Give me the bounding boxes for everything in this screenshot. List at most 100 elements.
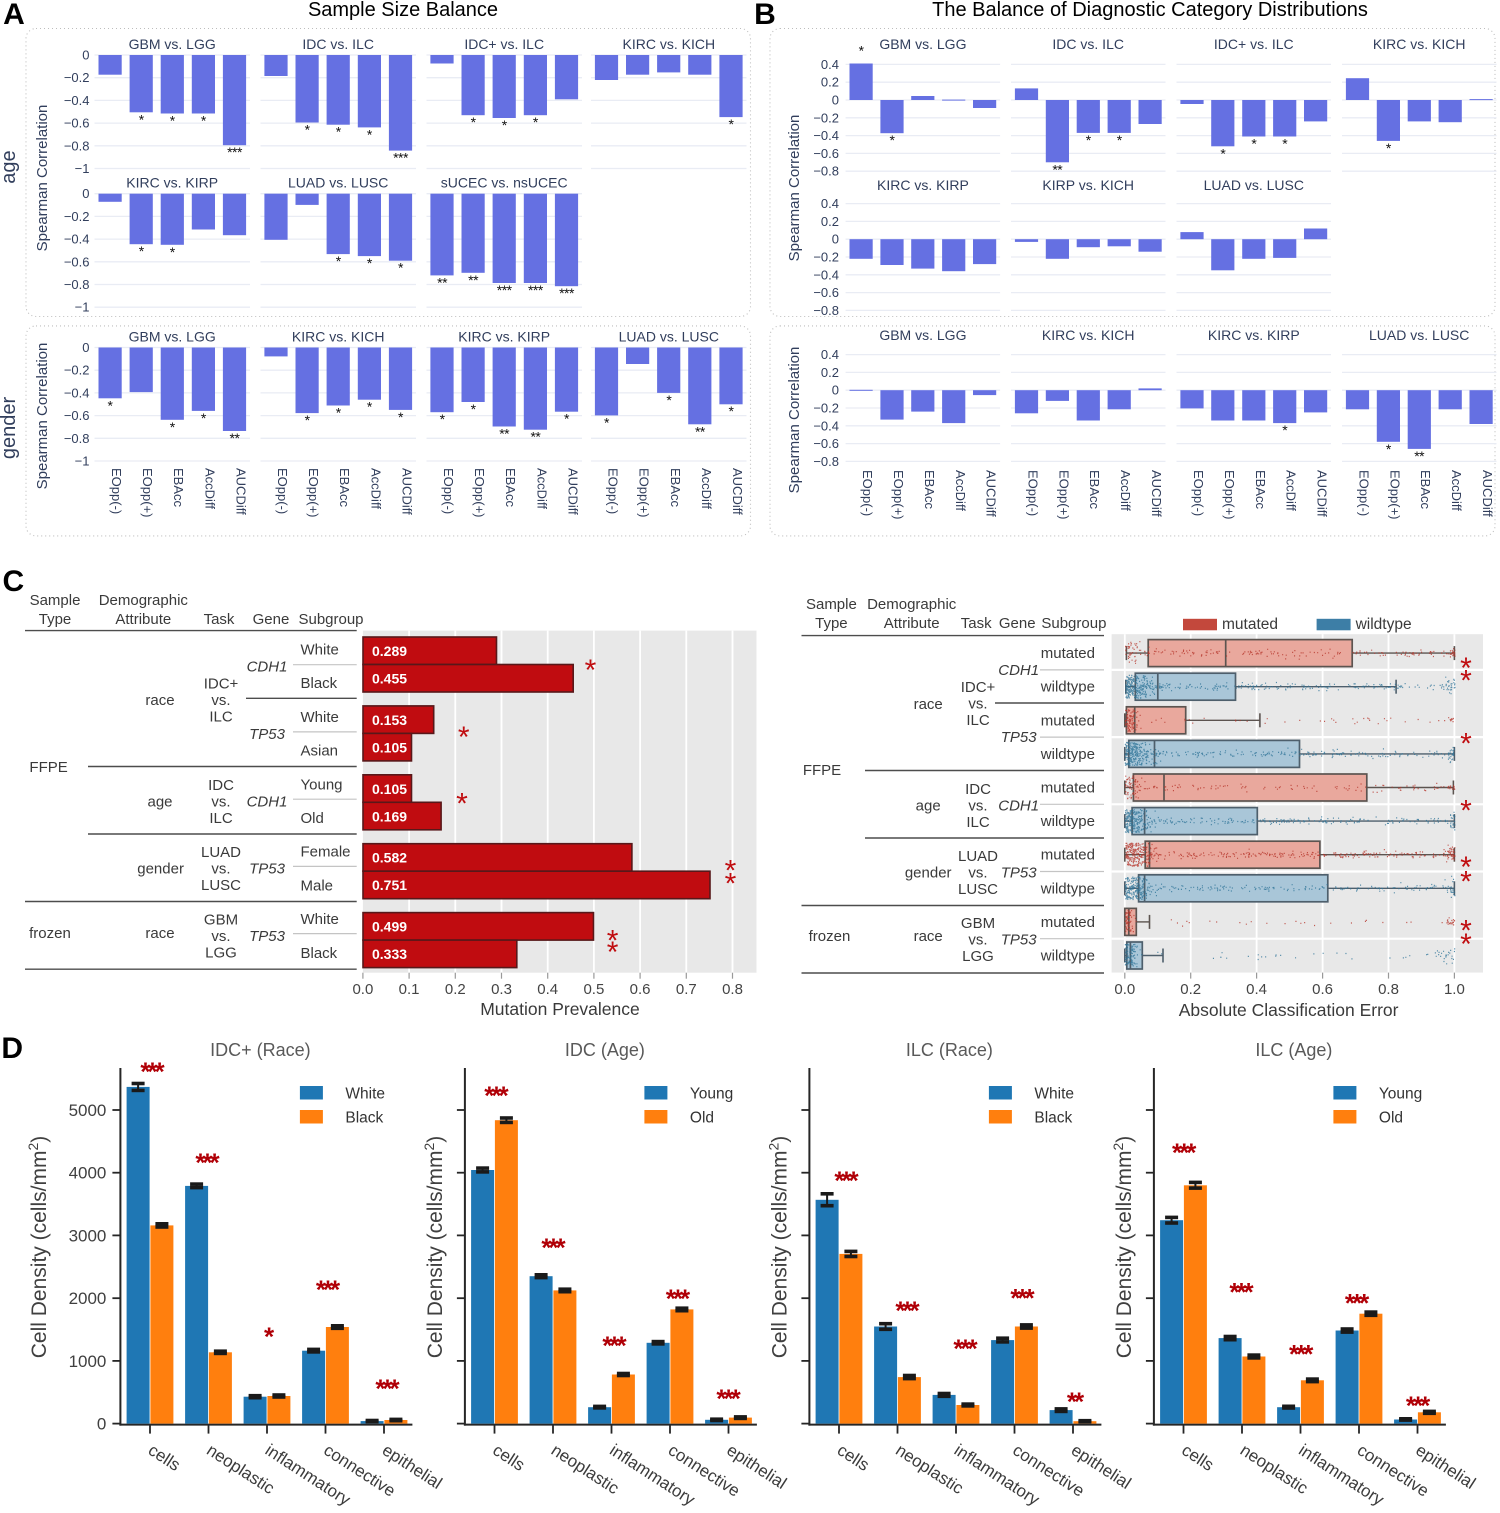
svg-text:vs.: vs. (968, 932, 987, 949)
svg-text:wildtype: wildtype (1040, 813, 1095, 830)
svg-text:KIRC vs. KIRP: KIRC vs. KIRP (126, 175, 218, 191)
svg-text:0.8: 0.8 (1378, 981, 1399, 998)
svg-text:EOpp(+): EOpp(+) (637, 468, 652, 518)
svg-text:The Balance of Diagnostic Cate: The Balance of Diagnostic Category Distr… (932, 0, 1368, 21)
svg-text:AUCDiff: AUCDiff (730, 468, 745, 515)
svg-text:−0.2: −0.2 (64, 70, 90, 85)
svg-text:Old: Old (301, 810, 324, 827)
svg-text:AccDiff: AccDiff (202, 468, 217, 509)
svg-text:AUCDiff: AUCDiff (1315, 470, 1330, 517)
svg-text:EOpp(+): EOpp(+) (1387, 470, 1402, 520)
svg-text:vs.: vs. (211, 928, 230, 945)
svg-text:−0.2: −0.2 (64, 209, 90, 224)
svg-text:*: * (1460, 851, 1472, 884)
svg-text:CDH1: CDH1 (998, 662, 1039, 679)
svg-text:*: * (458, 721, 470, 754)
svg-text:Spearman Correlation: Spearman Correlation (786, 115, 803, 262)
svg-text:EBAcc: EBAcc (337, 468, 352, 508)
svg-text:vs.: vs. (211, 692, 230, 709)
svg-text:−0.8: −0.8 (813, 454, 839, 469)
svg-text:*: * (471, 114, 477, 130)
svg-text:White: White (345, 1086, 385, 1103)
svg-text:EOpp(+): EOpp(+) (140, 468, 155, 518)
svg-text:LGG: LGG (205, 945, 237, 962)
svg-text:gender: gender (137, 861, 184, 878)
svg-text:Task: Task (961, 615, 992, 632)
svg-text:AUCDiff: AUCDiff (234, 468, 249, 515)
svg-text:GBM vs. LGG: GBM vs. LGG (879, 36, 966, 52)
svg-text:0.8: 0.8 (722, 981, 743, 998)
svg-text:mutated: mutated (1041, 847, 1095, 864)
svg-text:wildtype: wildtype (1040, 746, 1095, 763)
svg-text:−1: −1 (75, 300, 90, 315)
svg-text:*: * (859, 43, 865, 59)
svg-text:*: * (604, 414, 610, 430)
svg-text:5000: 5000 (69, 1101, 107, 1120)
svg-text:*: * (1251, 136, 1257, 152)
svg-text:gender: gender (905, 865, 952, 882)
svg-text:IDC+: IDC+ (204, 676, 239, 693)
svg-text:Young: Young (1379, 1086, 1422, 1103)
svg-text:GBM: GBM (204, 912, 238, 929)
svg-text:Old: Old (1379, 1110, 1403, 1127)
svg-text:White: White (301, 642, 339, 659)
svg-text:CDH1: CDH1 (998, 797, 1039, 814)
svg-text:wildtype: wildtype (1040, 880, 1095, 897)
svg-text:ILC: ILC (966, 814, 990, 831)
svg-text:Sample Size Balance: Sample Size Balance (308, 0, 498, 21)
svg-text:AccDiff: AccDiff (1284, 470, 1299, 511)
svg-text:**: ** (1414, 448, 1425, 464)
svg-text:LUSC: LUSC (958, 881, 998, 898)
svg-text:0.7: 0.7 (676, 981, 697, 998)
svg-text:0: 0 (832, 383, 839, 398)
svg-text:0: 0 (82, 340, 89, 355)
svg-text:EOpp(-): EOpp(-) (109, 468, 124, 514)
svg-text:FFPE: FFPE (803, 762, 841, 779)
svg-text:LGG: LGG (962, 948, 994, 965)
svg-text:*: * (139, 243, 145, 259)
svg-text:*: * (456, 788, 468, 821)
svg-text:*: * (367, 255, 373, 271)
svg-text:Gene: Gene (253, 611, 290, 628)
svg-text:**: ** (530, 429, 541, 445)
svg-text:0.5: 0.5 (583, 981, 604, 998)
svg-text:A: A (3, 0, 25, 31)
svg-text:age: age (147, 794, 172, 811)
svg-text:−0.4: −0.4 (813, 418, 839, 433)
svg-text:KIRC vs. KIRP: KIRC vs. KIRP (877, 177, 969, 193)
svg-text:0: 0 (82, 48, 89, 63)
svg-text:4000: 4000 (69, 1164, 107, 1183)
svg-text:LUSC: LUSC (201, 877, 241, 894)
svg-text:*: * (1460, 928, 1472, 961)
svg-text:D: D (1, 1032, 23, 1065)
svg-text:−0.4: −0.4 (813, 267, 839, 282)
svg-text:EOpp(-): EOpp(-) (606, 468, 621, 514)
svg-text:0.105: 0.105 (372, 781, 407, 797)
svg-text:CDH1: CDH1 (247, 659, 288, 676)
svg-text:*: * (607, 936, 619, 969)
svg-text:EBAcc: EBAcc (1253, 470, 1268, 510)
svg-text:−0.4: −0.4 (64, 93, 90, 108)
svg-text:**: ** (437, 274, 448, 290)
svg-text:TP53: TP53 (1001, 865, 1038, 882)
svg-text:IDC+: IDC+ (961, 679, 996, 696)
svg-text:0.499: 0.499 (372, 919, 407, 935)
svg-text:ILC: ILC (209, 709, 233, 726)
svg-text:White: White (301, 709, 339, 726)
svg-text:Male: Male (301, 877, 334, 894)
svg-text:0: 0 (832, 232, 839, 247)
svg-text:**: ** (230, 430, 241, 446)
svg-text:Black: Black (345, 1110, 383, 1127)
svg-text:*: * (367, 126, 373, 142)
svg-text:*: * (305, 122, 311, 138)
svg-text:***: *** (528, 282, 544, 298)
svg-text:*: * (533, 114, 539, 130)
svg-text:B: B (754, 0, 776, 31)
svg-text:*: * (367, 399, 373, 415)
svg-text:mutated: mutated (1041, 914, 1095, 931)
svg-text:Type: Type (39, 611, 72, 628)
svg-text:−0.4: −0.4 (64, 385, 90, 400)
svg-text:*: * (1386, 441, 1392, 457)
svg-text:*: * (1282, 422, 1288, 438)
svg-text:EBAcc: EBAcc (1418, 470, 1433, 510)
